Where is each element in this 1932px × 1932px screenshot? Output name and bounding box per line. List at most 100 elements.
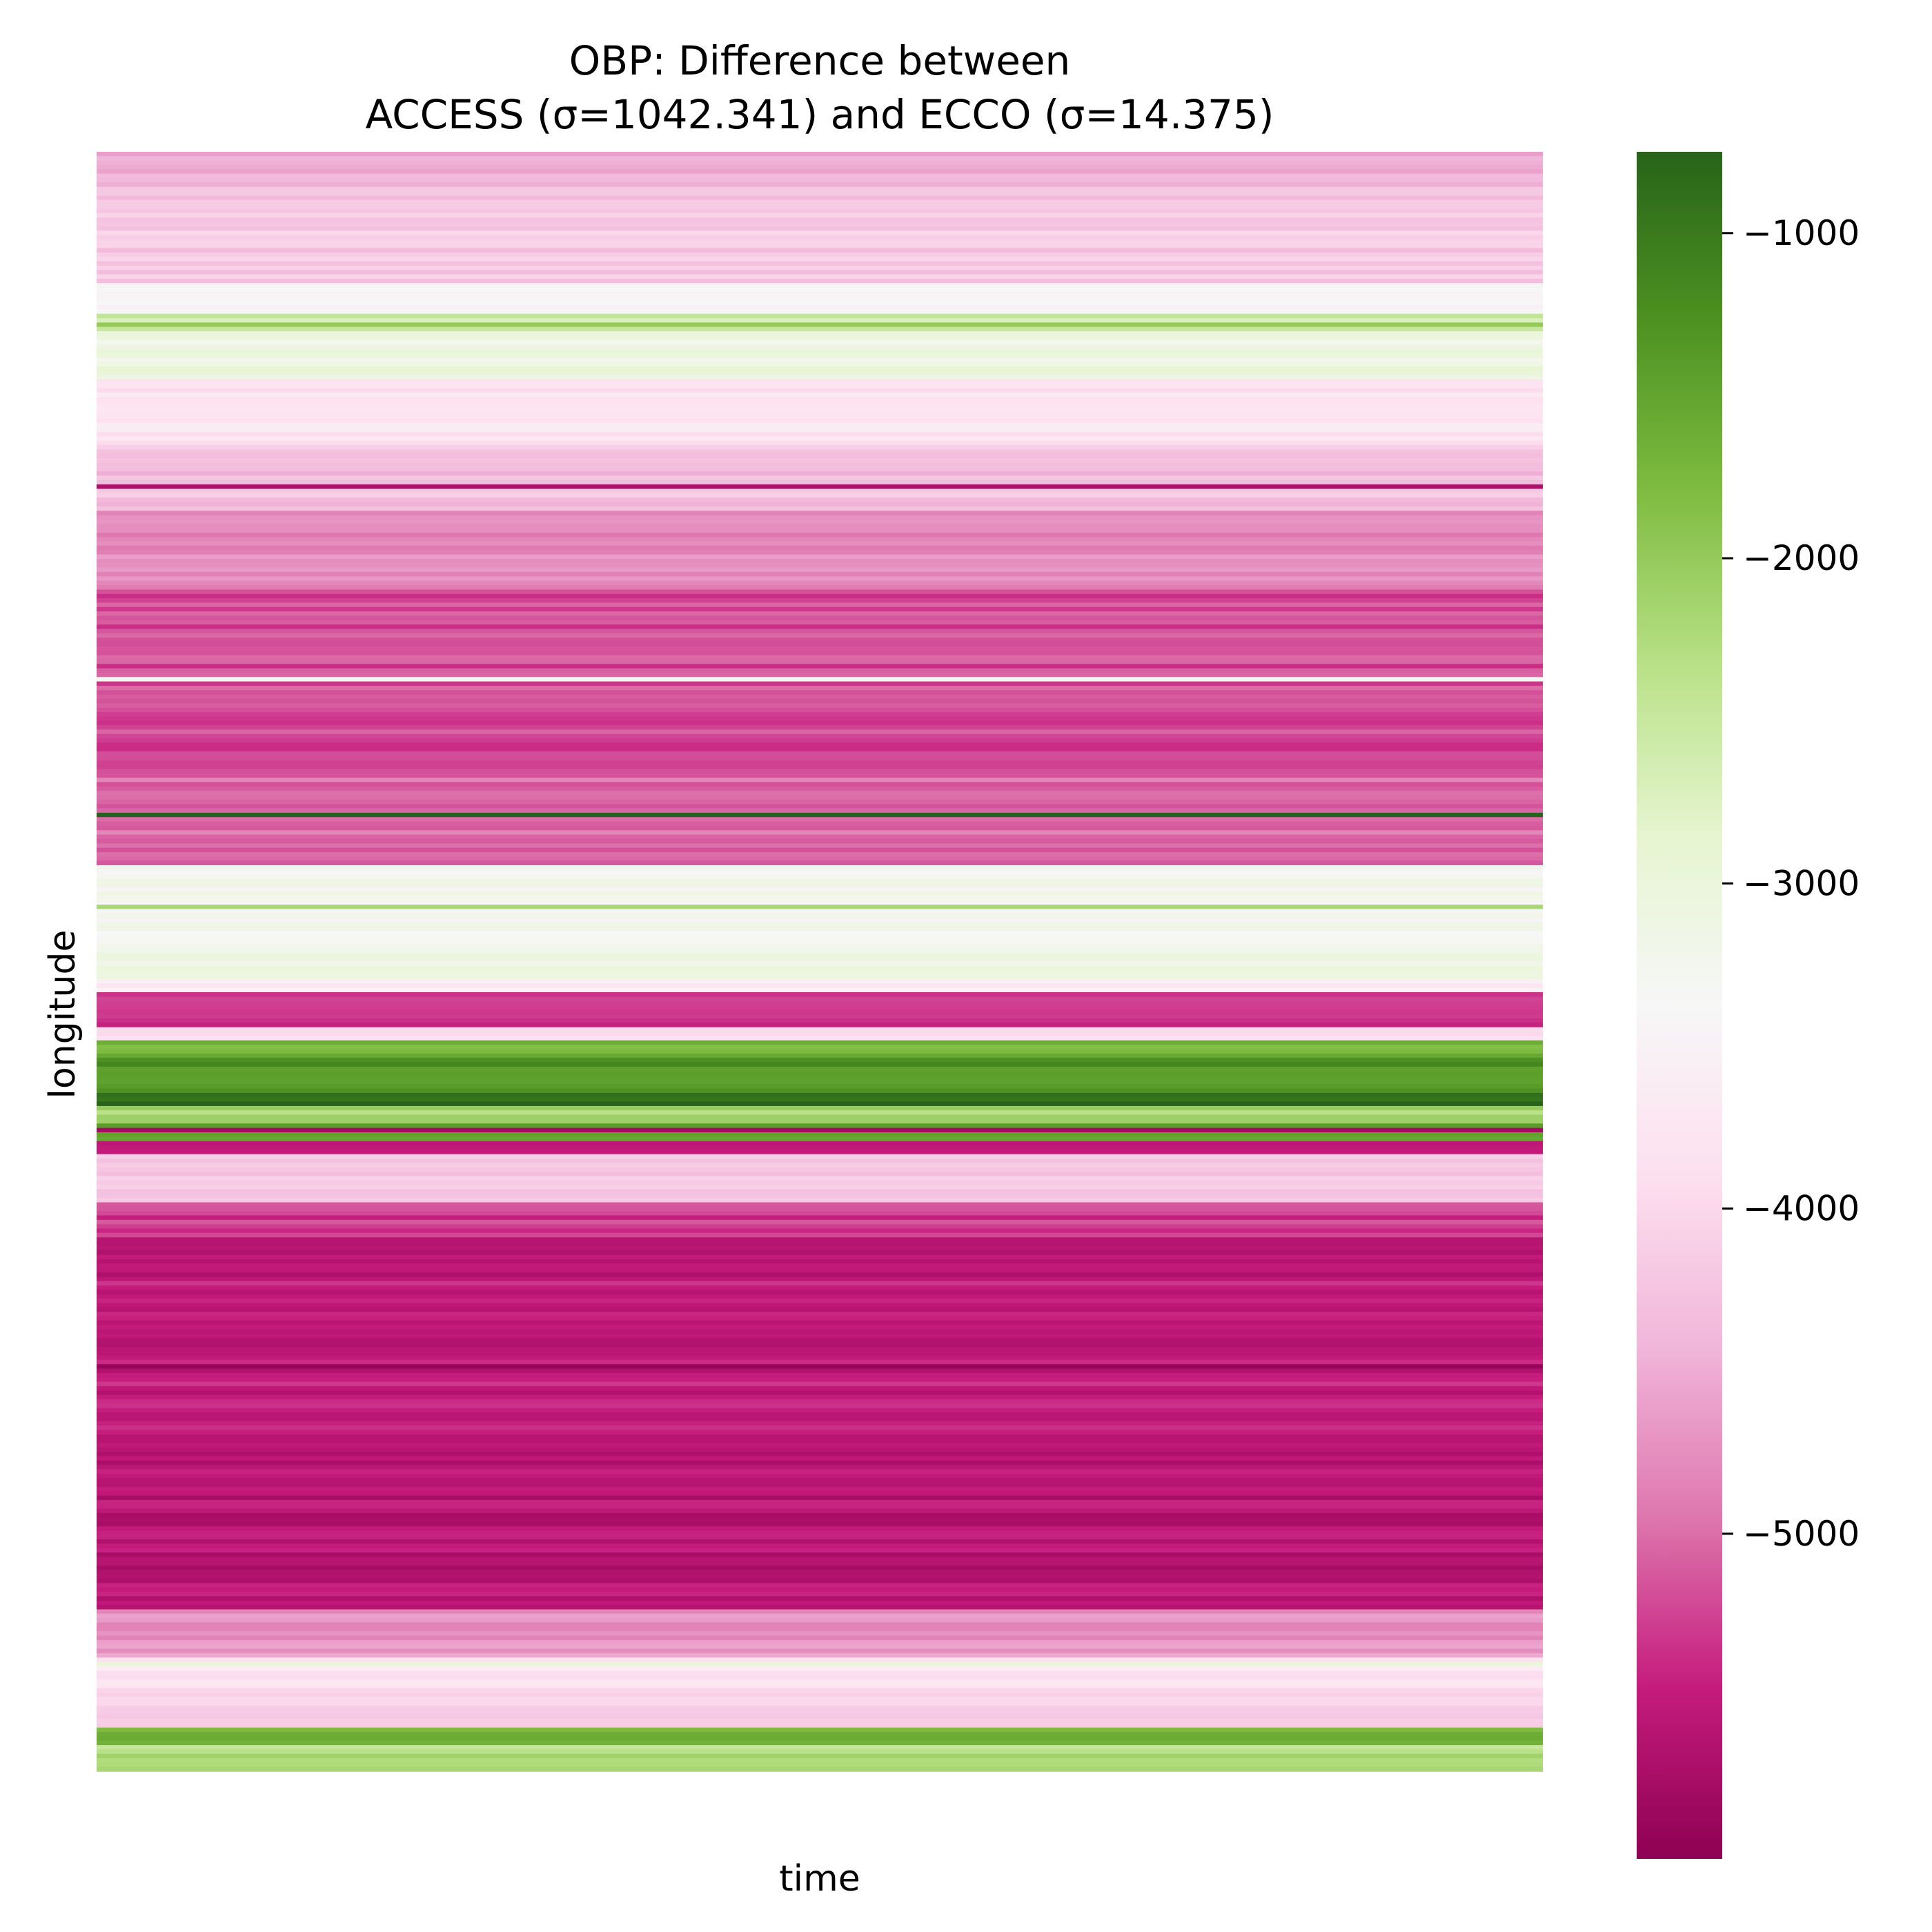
heatmap-row xyxy=(97,221,1543,227)
heatmap-row xyxy=(97,1071,1543,1076)
heatmap-row xyxy=(97,1648,1543,1654)
heatmap-row xyxy=(97,1097,1543,1103)
heatmap-row xyxy=(97,782,1543,787)
heatmap-row xyxy=(97,524,1543,529)
heatmap-row xyxy=(97,191,1543,197)
heatmap-row xyxy=(97,742,1543,748)
heatmap-row xyxy=(97,808,1543,814)
heatmap-row xyxy=(97,659,1543,664)
heatmap-row xyxy=(97,563,1543,569)
heatmap-row xyxy=(97,384,1543,389)
heatmap-row xyxy=(97,817,1543,822)
heatmap-row xyxy=(97,707,1543,713)
heatmap-row xyxy=(97,502,1543,507)
heatmap-row xyxy=(97,1101,1543,1107)
heatmap-row xyxy=(97,1670,1543,1676)
heatmap-row xyxy=(97,204,1543,210)
heatmap-row xyxy=(97,414,1543,420)
heatmap-row xyxy=(97,178,1543,183)
heatmap-row xyxy=(97,418,1543,424)
heatmap-row xyxy=(97,339,1543,345)
heatmap-row xyxy=(97,1745,1543,1751)
heatmap-row xyxy=(97,160,1543,166)
heatmap-row xyxy=(97,1499,1543,1505)
heatmap-row xyxy=(97,1762,1543,1768)
heatmap-row xyxy=(97,1154,1543,1159)
heatmap-row xyxy=(97,896,1543,901)
heatmap-row xyxy=(97,1508,1543,1514)
heatmap-row xyxy=(97,1193,1543,1199)
heatmap-row xyxy=(97,1294,1543,1299)
heatmap-row xyxy=(97,1705,1543,1711)
heatmap-row xyxy=(97,493,1543,498)
heatmap-row xyxy=(97,1758,1543,1764)
heatmap-row xyxy=(97,615,1543,621)
heatmap-row xyxy=(97,974,1543,980)
heatmap-row xyxy=(97,1684,1543,1689)
heatmap-row xyxy=(97,1272,1543,1277)
heatmap-row xyxy=(97,733,1543,739)
heatmap-row xyxy=(97,1579,1543,1584)
colorbar-ticks: −1000 −2000 −3000 −4000 −5000 xyxy=(1722,213,1860,1554)
heatmap-row xyxy=(97,379,1543,384)
heatmap-row xyxy=(97,1237,1543,1243)
heatmap-row xyxy=(97,1167,1543,1172)
heatmap-row xyxy=(97,856,1543,862)
heatmap-row xyxy=(97,838,1543,844)
heatmap-row xyxy=(97,729,1543,735)
heatmap-row xyxy=(97,1105,1543,1111)
heatmap-row xyxy=(97,1320,1543,1325)
heatmap-row xyxy=(97,1469,1543,1475)
heatmap-row xyxy=(97,1486,1543,1492)
heatmap-row xyxy=(97,1325,1543,1330)
heatmap-row xyxy=(97,1447,1543,1452)
heatmap-row xyxy=(97,1040,1543,1045)
heatmap-row xyxy=(97,1526,1543,1531)
heatmap-row xyxy=(97,952,1543,958)
heatmap-row xyxy=(97,1430,1543,1435)
heatmap-row xyxy=(97,545,1543,551)
heatmap-row xyxy=(97,869,1543,875)
heatmap-row xyxy=(97,1127,1543,1133)
heatmap-row xyxy=(97,239,1543,244)
heatmap-row xyxy=(97,922,1543,927)
heatmap-row xyxy=(97,1145,1543,1150)
heatmap-row xyxy=(97,830,1543,836)
heatmap-row xyxy=(97,1740,1543,1746)
heatmap-row xyxy=(97,1552,1543,1557)
heatmap-row xyxy=(97,1290,1543,1295)
heatmap-row xyxy=(97,217,1543,223)
heatmap-row xyxy=(97,703,1543,709)
heatmap-row xyxy=(97,725,1543,730)
heatmap-row xyxy=(97,1136,1543,1142)
heatmap-row xyxy=(97,1005,1543,1010)
heatmap-row xyxy=(97,427,1543,433)
heatmap-row xyxy=(97,786,1543,791)
heatmap-row xyxy=(97,156,1543,161)
heatmap-row xyxy=(97,944,1543,949)
heatmap-row xyxy=(97,847,1543,853)
heatmap-row xyxy=(97,620,1543,625)
heatmap-row xyxy=(97,668,1543,673)
heatmap-row xyxy=(97,1482,1543,1488)
heatmap-row xyxy=(97,1456,1543,1461)
heatmap-row xyxy=(97,1600,1543,1606)
heatmap-row xyxy=(97,1092,1543,1098)
heatmap-row xyxy=(97,1141,1543,1146)
heatmap-row xyxy=(97,296,1543,302)
heatmap-row xyxy=(97,405,1543,411)
heatmap-row xyxy=(97,1688,1543,1693)
heatmap-row xyxy=(97,1018,1543,1023)
heatmap-row xyxy=(97,537,1543,542)
heatmap-row xyxy=(97,388,1543,393)
heatmap-row xyxy=(97,821,1543,827)
heatmap-row xyxy=(97,891,1543,897)
heatmap-row xyxy=(97,690,1543,696)
heatmap-row xyxy=(97,576,1543,582)
heatmap-row xyxy=(97,1639,1543,1645)
heatmap-row xyxy=(97,804,1543,809)
heatmap-row xyxy=(97,462,1543,468)
heatmap-row xyxy=(97,1443,1543,1448)
heatmap-row xyxy=(97,1692,1543,1697)
heatmap-row xyxy=(97,773,1543,778)
